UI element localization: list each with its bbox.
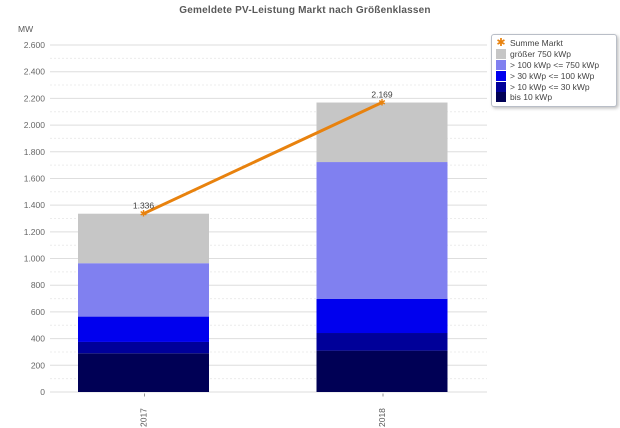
x-axis-label-2017: 2017	[139, 408, 149, 427]
y-tick-label: 2.000	[24, 120, 46, 130]
bar-segment-2017	[78, 213, 209, 264]
legend-item: > 10 kWp <= 30 kWp	[496, 81, 611, 92]
bar-segment-2018	[316, 333, 448, 351]
legend-item-label: > 30 kWp <= 100 kWp	[510, 70, 595, 81]
summe-markt-point-star-icon: ✱	[140, 209, 148, 219]
y-tick-label: 1.000	[24, 254, 46, 264]
y-tick-label: 0	[40, 387, 45, 397]
legend-item: größer 750 kWp	[496, 49, 611, 60]
y-tick-label: 2.200	[24, 93, 46, 103]
legend-color-swatch	[496, 49, 506, 60]
y-tick-label: 1.400	[24, 200, 46, 210]
total-data-label: 1.336	[133, 201, 155, 211]
legend-color-swatch	[496, 70, 506, 81]
legend-item: ✱ Summe Markt	[496, 36, 611, 49]
summe-markt-line	[142, 101, 384, 216]
bar-segment-2017	[78, 341, 209, 354]
y-tick-label: 2.400	[24, 67, 46, 77]
legend-item-label: > 100 kWp <= 750 kWp	[510, 59, 600, 70]
legend-item-label: bis 10 kWp	[510, 92, 553, 103]
chart-title: Gemeldete PV-Leistung Markt nach Größenk…	[179, 5, 431, 16]
bar-segment-2018	[316, 162, 448, 299]
y-tick-label: 1.800	[24, 147, 46, 157]
legend-item: > 30 kWp <= 100 kWp	[496, 70, 611, 81]
y-tick-label: 600	[31, 307, 45, 317]
legend-star-icon: ✱	[496, 36, 506, 49]
legend-item-label: > 10 kWp <= 30 kWp	[510, 81, 590, 92]
legend-color-swatch	[496, 81, 506, 92]
legend-color-swatch	[496, 59, 506, 70]
bar-segment-2018	[316, 298, 448, 334]
legend-item: > 100 kWp <= 750 kWp	[496, 59, 611, 71]
bar-segment-2017	[78, 353, 209, 392]
bar-segment-2018	[316, 102, 448, 163]
total-data-label: 2.169	[371, 90, 393, 100]
bar-segment-2017	[78, 263, 209, 317]
legend-item-label: Summe Markt	[510, 38, 563, 49]
y-tick-label: 800	[31, 280, 45, 290]
y-axis-unit-label: MW	[18, 24, 34, 34]
x-axis-label-2018: 2018	[377, 408, 387, 427]
y-tick-label: 2.600	[24, 40, 46, 50]
y-tick-label: 200	[31, 360, 45, 370]
bar-segment-2017	[78, 316, 209, 342]
y-tick-label: 1.600	[24, 173, 46, 183]
legend-item: bis 10 kWp	[496, 92, 611, 103]
legend-item-label: größer 750 kWp	[510, 49, 571, 60]
y-tick-label: 1.200	[24, 227, 46, 237]
summe-markt-point-star-icon: ✱	[378, 98, 386, 108]
legend-color-swatch	[496, 92, 506, 103]
legend: ✱ Summe Markt größer 750 kWp > 100 kWp <= 7…	[491, 34, 617, 107]
bar-segment-2018	[316, 350, 448, 392]
y-tick-label: 400	[31, 334, 45, 344]
